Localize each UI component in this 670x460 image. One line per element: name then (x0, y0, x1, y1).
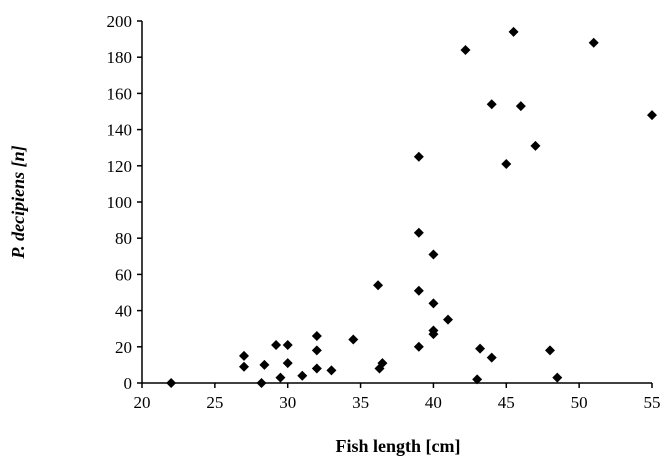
point (413, 285, 424, 296)
point (545, 345, 555, 356)
point (647, 110, 657, 121)
x-tick-label: 55 (644, 393, 661, 412)
y-axis-label: P. decipiens [n] (8, 145, 28, 259)
point (297, 370, 308, 381)
point (486, 99, 497, 110)
point (311, 330, 322, 341)
point (256, 378, 267, 388)
x-tick-label: 45 (498, 393, 515, 412)
x-tick-label: 35 (352, 393, 369, 412)
y-tick-label: 200 (107, 12, 133, 31)
point (413, 227, 424, 238)
point (311, 363, 322, 374)
point (508, 26, 519, 37)
y-tick-label: 80 (115, 229, 132, 248)
y-tick-label: 180 (107, 48, 133, 67)
point (275, 372, 286, 383)
point (259, 359, 270, 370)
point (282, 339, 293, 350)
point (348, 334, 359, 345)
point (486, 352, 497, 363)
point (501, 158, 512, 169)
point (239, 361, 249, 372)
point (413, 151, 424, 162)
point (413, 341, 424, 352)
y-tick-label: 40 (115, 302, 132, 321)
point (282, 358, 293, 369)
y-tick-label: 100 (107, 193, 133, 212)
point (311, 345, 322, 356)
point (271, 339, 282, 350)
point (373, 280, 384, 291)
point (472, 374, 483, 385)
point (588, 37, 599, 48)
point (326, 365, 337, 376)
point (515, 101, 526, 112)
x-tick-label: 50 (571, 393, 588, 412)
point (530, 140, 541, 151)
x-axis-label: Fish length [cm] (336, 436, 461, 456)
point (460, 44, 471, 55)
point (428, 298, 439, 309)
point (239, 350, 249, 361)
y-tick-label: 120 (107, 157, 133, 176)
point (475, 343, 486, 354)
point (166, 378, 177, 388)
x-tick-label: 30 (279, 393, 296, 412)
point (428, 249, 439, 260)
x-tick-label: 25 (206, 393, 223, 412)
x-tick-label: 20 (134, 393, 151, 412)
point (377, 358, 388, 369)
point (552, 372, 563, 383)
point (443, 314, 453, 325)
y-tick-label: 60 (115, 265, 132, 284)
x-tick-label: 40 (425, 393, 442, 412)
y-tick-label: 0 (124, 374, 133, 393)
y-tick-label: 140 (107, 121, 133, 140)
point (428, 329, 439, 340)
y-tick-label: 20 (115, 338, 132, 357)
y-tick-label: 160 (107, 84, 133, 103)
